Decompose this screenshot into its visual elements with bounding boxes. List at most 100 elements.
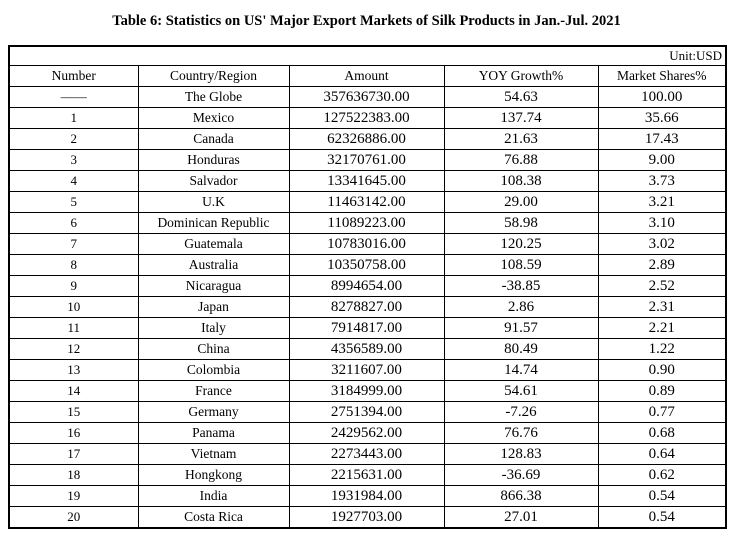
cell-country: France [137, 380, 290, 402]
cell-market-share: 2.31 [597, 296, 727, 318]
cell-number: 12 [8, 338, 139, 360]
cell-number: 13 [8, 359, 139, 381]
cell-amount: 4356589.00 [288, 338, 445, 360]
cell-number: 1 [8, 107, 139, 129]
table-row: 17 Vietnam 2273443.00 128.83 0.64 [8, 443, 727, 465]
cell-country: Nicaragua [137, 275, 290, 297]
cell-yoy-growth: 76.88 [443, 149, 599, 171]
cell-amount: 11089223.00 [288, 212, 445, 234]
cell-yoy-growth: 108.59 [443, 254, 599, 276]
cell-market-share: 3.02 [597, 233, 727, 255]
table-row: 19 India 1931984.00 866.38 0.54 [8, 485, 727, 507]
table-row: 15 Germany 2751394.00 -7.26 0.77 [8, 401, 727, 423]
cell-amount: 2273443.00 [288, 443, 445, 465]
cell-yoy-growth: -7.26 [443, 401, 599, 423]
cell-number: 20 [8, 506, 139, 529]
cell-country: Canada [137, 128, 290, 150]
unit-row: Unit:USD [8, 45, 727, 66]
cell-yoy-growth: 14.74 [443, 359, 599, 381]
unit-label: Unit:USD [8, 45, 727, 66]
cell-number: 3 [8, 149, 139, 171]
cell-amount: 8278827.00 [288, 296, 445, 318]
cell-yoy-growth: 58.98 [443, 212, 599, 234]
cell-amount: 2215631.00 [288, 464, 445, 486]
table-row: 14 France 3184999.00 54.61 0.89 [8, 380, 727, 402]
cell-number: 14 [8, 380, 139, 402]
cell-number: 2 [8, 128, 139, 150]
cell-yoy-growth: 2.86 [443, 296, 599, 318]
data-table: Unit:USD Number Country/Region Amount YO… [8, 45, 727, 529]
column-header-amount: Amount [288, 65, 445, 87]
cell-number: 9 [8, 275, 139, 297]
cell-amount: 1927703.00 [288, 506, 445, 529]
column-header-yoy-growth: YOY Growth% [443, 65, 599, 87]
cell-amount: 2751394.00 [288, 401, 445, 423]
table-row: 8 Australia 10350758.00 108.59 2.89 [8, 254, 727, 276]
cell-yoy-growth: 21.63 [443, 128, 599, 150]
cell-amount: 13341645.00 [288, 170, 445, 192]
cell-market-share: 17.43 [597, 128, 727, 150]
cell-country: The Globe [137, 86, 290, 108]
cell-market-share: 100.00 [597, 86, 727, 108]
cell-market-share: 2.52 [597, 275, 727, 297]
cell-market-share: 0.54 [597, 485, 727, 507]
cell-market-share: 35.66 [597, 107, 727, 129]
cell-amount: 32170761.00 [288, 149, 445, 171]
cell-number: —— [8, 86, 139, 108]
cell-market-share: 0.77 [597, 401, 727, 423]
cell-yoy-growth: 120.25 [443, 233, 599, 255]
table-row: 10 Japan 8278827.00 2.86 2.31 [8, 296, 727, 318]
cell-amount: 3184999.00 [288, 380, 445, 402]
cell-market-share: 0.90 [597, 359, 727, 381]
cell-country: Italy [137, 317, 290, 339]
cell-amount: 357636730.00 [288, 86, 445, 108]
table-row: 20 Costa Rica 1927703.00 27.01 0.54 [8, 506, 727, 529]
table-body: —— The Globe 357636730.00 54.63 100.00 1 Mexic… [8, 86, 727, 529]
column-header-market-shares: Market Shares% [597, 65, 727, 87]
table-row: 18 Hongkong 2215631.00 -36.69 0.62 [8, 464, 727, 486]
cell-country: Panama [137, 422, 290, 444]
cell-number: 4 [8, 170, 139, 192]
cell-market-share: 1.22 [597, 338, 727, 360]
cell-country: Vietnam [137, 443, 290, 465]
cell-amount: 11463142.00 [288, 191, 445, 213]
cell-yoy-growth: 54.63 [443, 86, 599, 108]
cell-amount: 1931984.00 [288, 485, 445, 507]
cell-country: Japan [137, 296, 290, 318]
table-caption: Table 6: Statistics on US' Major Export … [112, 13, 621, 29]
cell-number: 18 [8, 464, 139, 486]
cell-country: Costa Rica [137, 506, 290, 529]
cell-yoy-growth: 108.38 [443, 170, 599, 192]
cell-market-share: 3.10 [597, 212, 727, 234]
table-row: 4 Salvador 13341645.00 108.38 3.73 [8, 170, 727, 192]
cell-number: 5 [8, 191, 139, 213]
column-header-country: Country/Region [137, 65, 290, 87]
cell-yoy-growth: 29.00 [443, 191, 599, 213]
cell-amount: 62326886.00 [288, 128, 445, 150]
cell-yoy-growth: 866.38 [443, 485, 599, 507]
cell-amount: 3211607.00 [288, 359, 445, 381]
cell-market-share: 0.89 [597, 380, 727, 402]
cell-yoy-growth: -38.85 [443, 275, 599, 297]
cell-country: U.K [137, 191, 290, 213]
cell-number: 10 [8, 296, 139, 318]
cell-market-share: 3.73 [597, 170, 727, 192]
table-row: —— The Globe 357636730.00 54.63 100.00 [8, 86, 727, 108]
table-row: 13 Colombia 3211607.00 14.74 0.90 [8, 359, 727, 381]
cell-country: India [137, 485, 290, 507]
table-row: 6 Dominican Republic 11089223.00 58.98 3.10 [8, 212, 727, 234]
cell-number: 15 [8, 401, 139, 423]
cell-market-share: 9.00 [597, 149, 727, 171]
cell-number: 17 [8, 443, 139, 465]
cell-number: 19 [8, 485, 139, 507]
cell-country: Guatemala [137, 233, 290, 255]
cell-yoy-growth: 80.49 [443, 338, 599, 360]
table-row: 7 Guatemala 10783016.00 120.25 3.02 [8, 233, 727, 255]
cell-country: Hongkong [137, 464, 290, 486]
table-row: 2 Canada 62326886.00 21.63 17.43 [8, 128, 727, 150]
cell-market-share: 2.21 [597, 317, 727, 339]
cell-yoy-growth: 137.74 [443, 107, 599, 129]
cell-country: Mexico [137, 107, 290, 129]
cell-market-share: 0.54 [597, 506, 727, 529]
table-row: 3 Honduras 32170761.00 76.88 9.00 [8, 149, 727, 171]
